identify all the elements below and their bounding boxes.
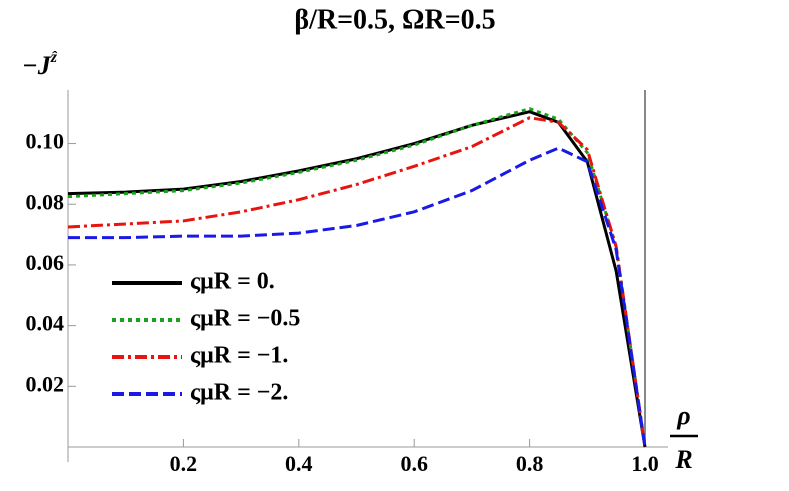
data-line xyxy=(67,110,647,448)
chart-title: β/R=0.5, ΩR=0.5 xyxy=(294,4,495,35)
x-tick-label: 0.6 xyxy=(400,451,428,476)
data-line xyxy=(68,146,647,448)
legend-label: ςμR = 0. xyxy=(190,269,275,295)
legend-label: ςμR = −0.5 xyxy=(190,306,300,332)
legend-label: ςμR = −2. xyxy=(190,380,288,406)
y-label-base: −J xyxy=(22,51,52,80)
y-axis-label: −Jẑ xyxy=(22,49,58,80)
y-label-superscript: ẑ xyxy=(50,49,58,66)
y-tick-label: 0.10 xyxy=(26,129,65,154)
y-tick-label: 0.04 xyxy=(26,311,65,336)
x-tick-label: 0.2 xyxy=(170,451,198,476)
y-tick-label: 0.02 xyxy=(26,371,65,396)
x-axis-label-numerator: ρ xyxy=(676,401,690,430)
data-line xyxy=(67,116,647,448)
x-tick-label: 0.8 xyxy=(516,451,544,476)
y-tick-label: 0.08 xyxy=(26,189,65,214)
x-axis-label-denominator: R xyxy=(674,445,692,474)
x-tick-label: 0.4 xyxy=(285,451,313,476)
x-tick-label: 1.0 xyxy=(631,451,659,476)
data-line xyxy=(67,107,647,448)
y-tick-label: 0.06 xyxy=(26,250,65,275)
legend-label: ςμR = −1. xyxy=(190,343,288,369)
